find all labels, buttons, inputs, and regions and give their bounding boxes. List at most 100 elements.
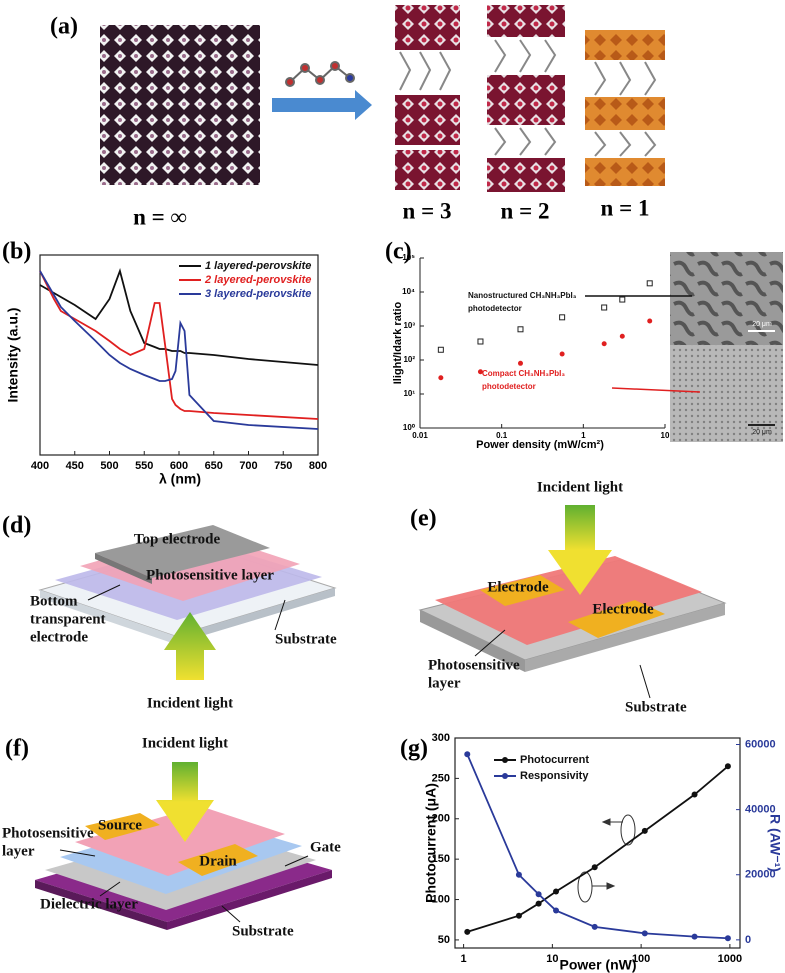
y-tick-label: 10² [403, 355, 415, 364]
device-vertical [38, 525, 337, 680]
point [591, 864, 598, 871]
y2-tick-label: 60000 [745, 738, 776, 750]
x-tick-label: 0.1 [496, 431, 508, 440]
point [464, 928, 471, 935]
layer-label: Dielectric layer [40, 896, 138, 912]
y-axis-label: Intensity (a.u.) [5, 308, 21, 403]
layer-label: Photosensitive [428, 657, 520, 673]
plot-frame [454, 737, 741, 949]
point [515, 912, 522, 919]
x-tick-label: 600 [170, 460, 188, 472]
point [535, 891, 542, 898]
pointer [274, 599, 286, 631]
y-tick-label: 10³ [403, 321, 415, 330]
panel-label: (c) [385, 239, 412, 265]
point [619, 296, 626, 303]
point [559, 314, 566, 321]
y2-axis-label: R (AW⁻¹) [767, 814, 783, 872]
annotation: photodetector [468, 304, 522, 313]
point [601, 341, 607, 347]
layer-label: Substrate [275, 631, 337, 647]
series-line [39, 268, 319, 366]
panel-label: (a) [50, 14, 78, 40]
series-line [467, 765, 729, 933]
x-tick-label: 0.01 [412, 431, 428, 440]
x-tick-label: 550 [135, 460, 153, 472]
n-label: n = 2 [501, 198, 550, 223]
arrow [272, 90, 372, 120]
x-tick-label: 1 [461, 953, 467, 965]
point [646, 280, 653, 287]
y-tick-label: 300 [432, 732, 450, 744]
layer-label: Drain [199, 853, 237, 869]
x-tick-label: 10 [546, 953, 558, 965]
y2-tick-label: 40000 [745, 804, 776, 816]
layer-label: Electrode [592, 601, 654, 617]
y-tick-label: 10⁰ [403, 423, 416, 432]
x-tick-label: 650 [205, 460, 223, 472]
series-line [39, 270, 319, 430]
molecule [285, 61, 355, 87]
slab-n1 [585, 30, 665, 186]
panel-label: (b) [2, 239, 31, 265]
y-axis-label: Photocurrent (μA) [423, 783, 439, 903]
point [553, 907, 560, 914]
legend-label: Responsivity [520, 770, 589, 782]
legend-label: 2 layered-perovskite [204, 274, 311, 286]
layer-label: Electrode [487, 579, 549, 595]
x-tick-label: 10 [661, 431, 670, 440]
layer-label: layer [2, 843, 35, 859]
x-tick-label: 750 [274, 460, 292, 472]
pointer-arrow [611, 387, 701, 393]
point [647, 318, 653, 324]
lattice-image [100, 25, 260, 185]
annotation: photodetector [482, 382, 536, 391]
panel-label: (f) [5, 736, 29, 762]
device-transistor [35, 762, 332, 930]
legend-marker [502, 773, 508, 779]
point [477, 369, 483, 375]
point [438, 375, 444, 381]
layer-label: Photosensitive [2, 825, 94, 841]
n-label: n = ∞ [133, 204, 187, 229]
annotation: Nanostructured CH₃NH₃PbI₃ [468, 291, 577, 300]
point [601, 304, 608, 311]
point [724, 935, 731, 942]
x-tick-label: 800 [309, 460, 327, 472]
layer-label: Substrate [625, 699, 687, 715]
pointer [284, 855, 309, 867]
y-tick-label: 10¹ [403, 389, 415, 398]
x-tick-label: 500 [100, 460, 118, 472]
point [437, 346, 444, 353]
x-tick-label: 400 [31, 460, 49, 472]
point [515, 871, 522, 878]
pointer [87, 584, 121, 601]
panel-label: (g) [400, 736, 428, 762]
series-line [466, 753, 728, 940]
point [591, 923, 598, 930]
pointer [99, 881, 121, 897]
point [619, 333, 625, 339]
light-label: Incident light [142, 735, 228, 751]
axis-indicator [577, 814, 636, 903]
y-tick-label: 10⁴ [402, 287, 415, 296]
panel-label: (d) [2, 513, 31, 539]
slab-n2 [487, 5, 565, 192]
panel-label: (e) [410, 506, 437, 532]
layer-label: Source [98, 817, 142, 833]
series-line [39, 270, 319, 420]
y-tick-label: 100 [432, 893, 450, 905]
pointer [639, 664, 651, 699]
legend-label: 1 layered-perovskite [205, 260, 311, 272]
x-tick-label: 700 [239, 460, 257, 472]
y-tick-label: 10⁵ [402, 253, 415, 262]
y-tick-label: 200 [432, 813, 450, 825]
x-tick-label: 100 [632, 953, 650, 965]
y2-tick-label: 0 [745, 934, 751, 946]
annotation: Compact CH₃NH₃PbI₃ [482, 369, 565, 378]
point [517, 326, 524, 333]
point [641, 827, 648, 834]
pointer [474, 629, 506, 657]
legend-label: Photocurrent [520, 754, 589, 766]
layer-label: Gate [310, 839, 341, 855]
